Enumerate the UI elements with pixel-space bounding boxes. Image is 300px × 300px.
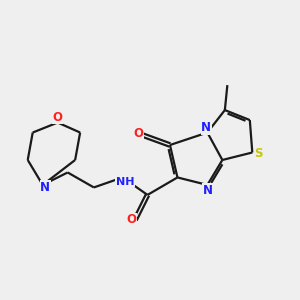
Text: NH: NH xyxy=(116,177,134,187)
Text: N: N xyxy=(201,121,211,134)
Text: O: O xyxy=(134,127,144,140)
Text: O: O xyxy=(126,213,136,226)
Text: S: S xyxy=(254,147,263,160)
Text: N: N xyxy=(40,181,50,194)
Text: O: O xyxy=(53,111,63,124)
Text: N: N xyxy=(202,184,212,197)
